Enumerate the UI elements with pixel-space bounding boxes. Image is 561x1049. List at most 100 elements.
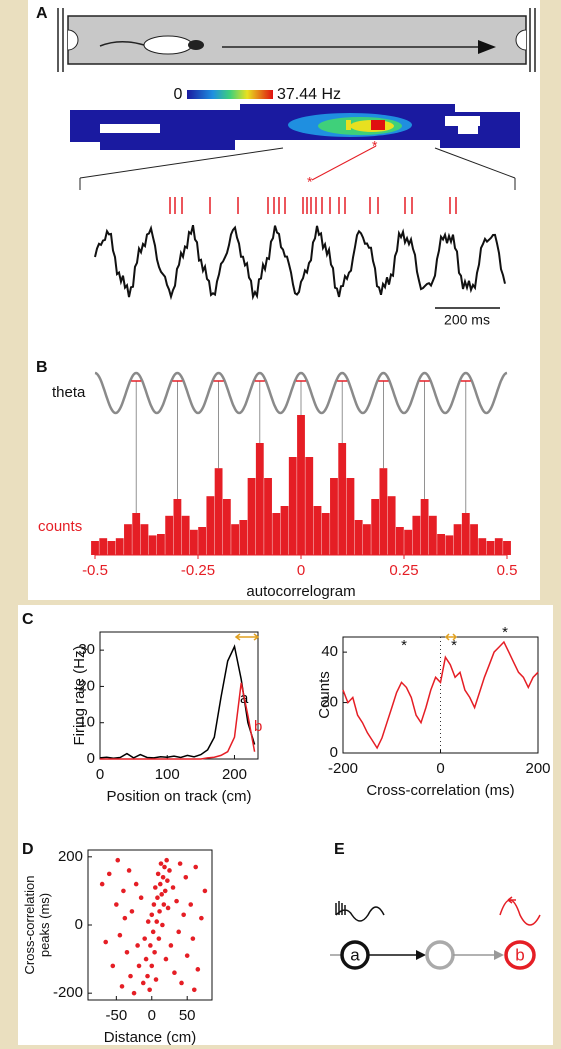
x-tick-label: 0 <box>297 562 305 579</box>
bar <box>107 541 116 555</box>
y-tick-label: 20 <box>78 677 95 694</box>
scale-bar-label: 200 ms <box>444 312 490 328</box>
point <box>162 888 168 894</box>
point <box>117 932 123 938</box>
y-tick-label: 40 <box>321 643 338 660</box>
x-axis-label: Position on track (cm) <box>106 788 251 805</box>
x-axis-label: Distance (cm) <box>104 1029 197 1046</box>
point <box>157 909 162 914</box>
lfp-trace <box>94 224 506 301</box>
bar <box>428 515 437 555</box>
width-arrow <box>444 633 458 641</box>
point <box>188 902 194 907</box>
x-tick-label: -0.25 <box>181 562 215 579</box>
point <box>122 915 128 921</box>
bar <box>420 499 429 555</box>
bar <box>272 513 281 555</box>
point <box>149 912 155 918</box>
series-line <box>100 682 256 760</box>
x-tick-label: 50 <box>179 1007 196 1024</box>
bar <box>206 496 215 555</box>
point <box>150 929 156 935</box>
panel-label: A <box>36 5 48 22</box>
bar <box>297 415 305 555</box>
point <box>159 892 164 897</box>
bar <box>165 515 174 555</box>
bar <box>478 538 487 555</box>
y-axis-label: Cross-correlation <box>22 876 37 975</box>
x-tick-label: 0 <box>148 1007 156 1024</box>
bar <box>91 541 99 555</box>
bar <box>363 524 371 555</box>
bar <box>354 520 363 555</box>
point <box>172 970 177 976</box>
bar <box>132 513 141 555</box>
bar <box>437 534 445 555</box>
bar <box>264 478 272 555</box>
point <box>195 967 201 972</box>
point <box>164 857 169 863</box>
node-label: b <box>515 945 524 964</box>
point <box>155 895 160 901</box>
x-tick-label: 0.5 <box>497 562 518 579</box>
point <box>121 888 126 894</box>
bar <box>148 535 157 555</box>
panel-label: E <box>334 841 345 858</box>
point <box>160 874 166 880</box>
x-tick-label: 0.25 <box>389 562 418 579</box>
bar <box>115 538 124 555</box>
point <box>151 902 157 907</box>
bar <box>214 468 223 555</box>
bar <box>445 535 454 555</box>
annotation: * <box>401 637 407 654</box>
annotation: * <box>502 624 508 641</box>
point <box>110 963 116 969</box>
point <box>179 980 184 986</box>
y-tick-label: 0 <box>75 916 83 933</box>
x-tick-label: 0 <box>96 766 104 783</box>
colorbar-min: 0 <box>174 86 183 103</box>
bar <box>379 468 388 555</box>
point <box>190 936 196 941</box>
point <box>153 977 159 982</box>
point <box>131 990 137 996</box>
bar <box>404 529 413 555</box>
bar <box>288 457 297 555</box>
bar <box>239 520 248 555</box>
bar <box>124 524 132 555</box>
point <box>155 871 161 877</box>
point <box>135 943 140 948</box>
y-axis-label: peaks (ms) <box>37 893 52 957</box>
point <box>128 973 133 979</box>
y-axis-label: Counts <box>316 671 333 719</box>
y-tick-label: 20 <box>321 694 338 711</box>
series-line <box>99 644 256 760</box>
point <box>119 984 125 989</box>
point <box>140 980 146 986</box>
bar <box>461 513 470 555</box>
bar <box>280 506 289 555</box>
bar <box>387 496 396 555</box>
bar <box>453 524 462 555</box>
y-tick-label: 0 <box>330 744 338 761</box>
point <box>145 973 150 979</box>
bar <box>321 513 330 555</box>
x-tick-label: -50 <box>105 1007 127 1024</box>
series-line <box>342 640 539 750</box>
track-diagram <box>57 8 536 72</box>
y-axis-label: Firing rate (Hz) <box>71 645 88 745</box>
point <box>106 871 112 877</box>
point <box>157 881 163 887</box>
wave-label: theta <box>52 384 86 401</box>
bar <box>181 515 190 555</box>
y-tick-label: 10 <box>78 714 95 731</box>
point <box>176 929 181 935</box>
node-label: a <box>350 945 360 964</box>
series-label: b <box>254 718 262 735</box>
bar <box>503 541 511 555</box>
y-axis-label: counts <box>38 518 82 535</box>
point <box>136 963 142 969</box>
bar <box>470 524 478 555</box>
bar <box>198 527 207 555</box>
bar <box>255 443 264 555</box>
